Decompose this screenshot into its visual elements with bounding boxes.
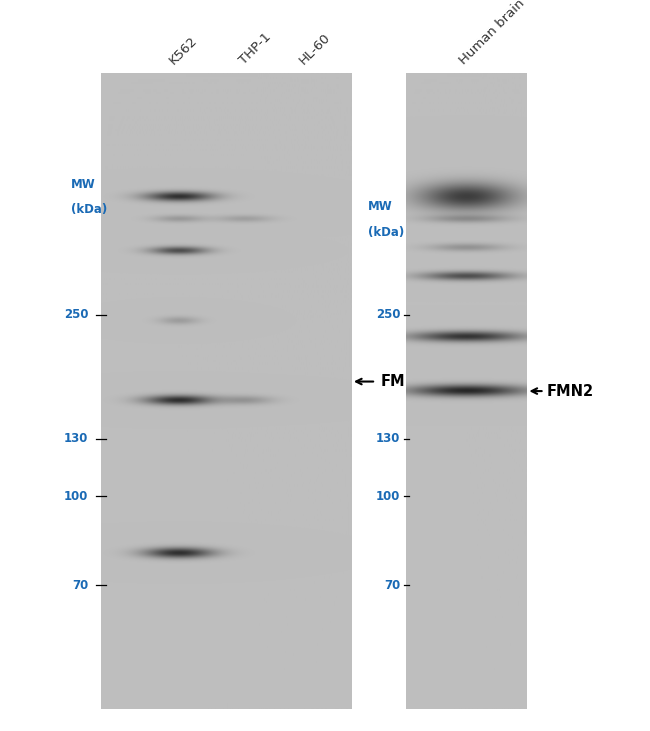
Text: 130: 130	[376, 432, 400, 445]
Text: THP-1: THP-1	[237, 30, 274, 67]
Text: HL-60: HL-60	[297, 31, 333, 67]
Text: FMN2: FMN2	[547, 384, 594, 398]
Text: 250: 250	[64, 308, 88, 321]
Text: MW: MW	[368, 200, 393, 213]
Text: (kDa): (kDa)	[368, 226, 404, 238]
Text: K562: K562	[166, 34, 200, 67]
Text: 100: 100	[376, 490, 400, 502]
Text: (kDa): (kDa)	[71, 203, 107, 216]
Text: MW: MW	[71, 178, 96, 191]
Text: FMN2: FMN2	[381, 374, 428, 389]
Text: 100: 100	[64, 490, 88, 502]
Text: 250: 250	[376, 308, 400, 321]
Text: 70: 70	[384, 578, 400, 591]
Text: 130: 130	[64, 432, 88, 445]
Text: Human brain: Human brain	[457, 0, 528, 67]
Text: 70: 70	[72, 578, 88, 591]
